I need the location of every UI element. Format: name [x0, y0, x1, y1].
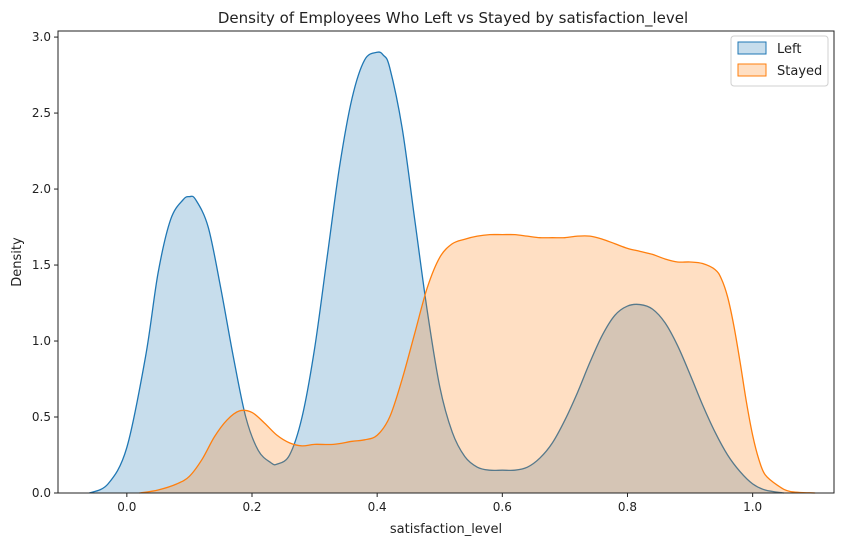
- plot-frame: [57, 30, 835, 494]
- x-tick-label: 1.0: [743, 500, 762, 514]
- y-axis-label: Density: [10, 237, 25, 287]
- legend-box: [730, 35, 829, 87]
- x-tick-label: 0.6: [493, 500, 512, 514]
- y-tick-label: 0.5: [32, 410, 51, 424]
- legend-swatch-stayed: [737, 63, 767, 77]
- y-axis: 0.0 0.5 1.0 1.5 2.0 2.5 3.0: [32, 30, 58, 500]
- y-tick-label: 0.0: [32, 486, 51, 500]
- density-area-left: [89, 52, 784, 494]
- y-tick-label: 2.5: [32, 106, 51, 120]
- x-tick-label: 0.0: [117, 500, 136, 514]
- density-line-left: [89, 51, 785, 494]
- x-axis: 0.0 0.2 0.4 0.6 0.8 1.0: [117, 493, 762, 514]
- y-tick-label: 1.0: [32, 334, 51, 348]
- legend-swatch-left: [737, 41, 767, 55]
- legend-label-left: Left: [777, 42, 801, 57]
- x-tick-label: 0.2: [242, 500, 261, 514]
- y-tick-label: 2.0: [32, 182, 51, 196]
- y-tick-label: 1.5: [32, 258, 51, 272]
- density-area-stayed: [139, 234, 816, 494]
- legend: Left Stayed: [730, 35, 829, 87]
- x-tick-label: 0.4: [368, 500, 387, 514]
- x-tick-label: 0.8: [618, 500, 637, 514]
- legend-label-stayed: Stayed: [777, 64, 822, 79]
- plot-area: [89, 51, 816, 494]
- density-line-stayed: [139, 233, 816, 494]
- y-tick-label: 3.0: [32, 30, 51, 44]
- x-axis-label: satisfaction_level: [390, 522, 502, 537]
- chart-title: Density of Employees Who Left vs Stayed …: [218, 9, 688, 28]
